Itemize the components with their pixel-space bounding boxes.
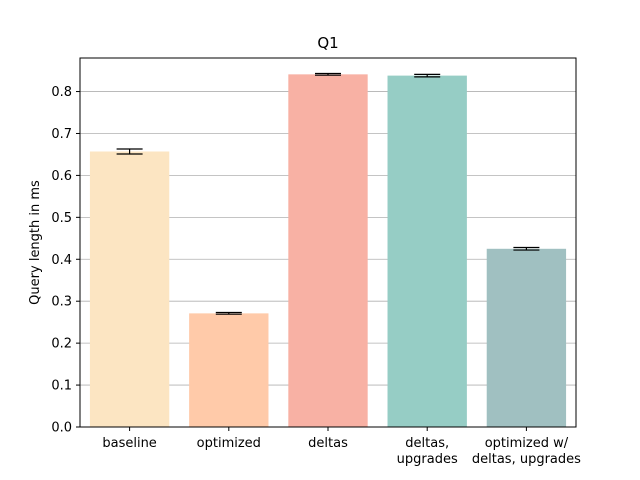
- bar: [387, 75, 467, 428]
- x-tick-label-line: optimized w/: [485, 436, 569, 451]
- y-axis-label: Query length in ms: [28, 180, 43, 305]
- y-tick-label: 0.7: [51, 127, 72, 142]
- bars: [89, 74, 567, 428]
- x-axis-ticks: baseline optimized deltas deltas, upgrades op…: [102, 427, 581, 467]
- y-tick-label: 0.8: [51, 85, 72, 100]
- x-tick-label: deltas: [308, 436, 348, 451]
- y-tick-label: 0.1: [51, 379, 72, 394]
- chart-title: Q1: [317, 34, 338, 52]
- y-tick-label: 0.5: [51, 211, 72, 226]
- y-tick-label: 0.0: [51, 421, 72, 436]
- x-tick-label: baseline: [102, 436, 156, 451]
- error-bars: [116, 72, 540, 315]
- x-tick-label-line: deltas, upgrades: [472, 452, 581, 467]
- y-tick-label: 0.2: [51, 337, 72, 352]
- x-tick-label-line: baseline: [102, 436, 156, 451]
- bar: [486, 248, 567, 427]
- x-tick-label-line: upgrades: [397, 452, 458, 467]
- x-tick-label: optimized w/deltas, upgrades: [472, 436, 581, 467]
- x-tick-label: deltas, upgrades: [397, 436, 458, 467]
- x-tick-label-line: deltas,: [405, 436, 449, 451]
- bar: [189, 313, 269, 427]
- y-tick-label: 0.3: [51, 295, 72, 310]
- x-tick-label: optimized: [197, 436, 261, 451]
- bar: [288, 74, 368, 428]
- x-tick-label-line: deltas: [308, 436, 348, 451]
- y-tick-label: 0.6: [51, 169, 72, 184]
- x-tick-label-line: optimized: [197, 436, 261, 451]
- y-axis-ticks: 0.0 0.1 0.2 0.3 0.4 0.5 0.6 0.7 0.8: [51, 85, 80, 436]
- y-tick-label: 0.4: [51, 253, 72, 268]
- bar: [89, 151, 170, 428]
